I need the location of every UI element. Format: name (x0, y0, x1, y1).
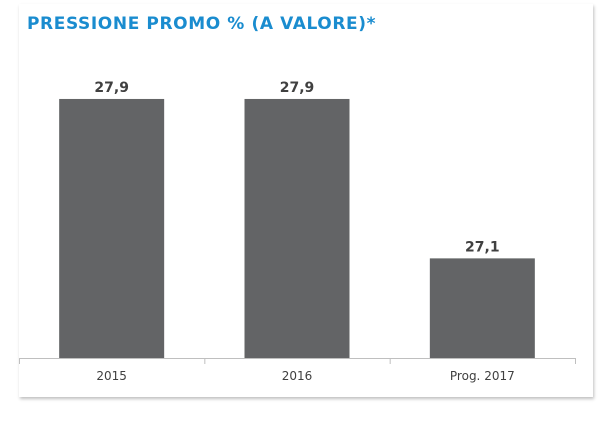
x-tick-label-3: Prog. 2017 (450, 369, 515, 383)
bar-3 (429, 258, 535, 358)
chart-title: PRESSIONE PROMO % (A VALORE)* (27, 14, 377, 34)
bar-1 (59, 98, 165, 359)
bars-group: 27,9 27,9 27,1 (59, 80, 535, 359)
bar-2 (244, 98, 350, 359)
x-axis: 2015 2016 Prog. 2017 (19, 358, 576, 383)
data-label-3: 27,1 (465, 239, 500, 255)
x-tick-label-2: 2016 (282, 369, 313, 383)
chart-card: PRESSIONE PROMO % (A VALORE)* 27,9 27,9 27… (19, 4, 593, 397)
x-tick-label-1: 2015 (96, 369, 127, 383)
bar-chart: 27,9 27,9 27,1 2015 2016 Prog. 2017 (19, 80, 576, 383)
data-label-2: 27,9 (280, 80, 315, 96)
data-label-1: 27,9 (94, 80, 129, 96)
